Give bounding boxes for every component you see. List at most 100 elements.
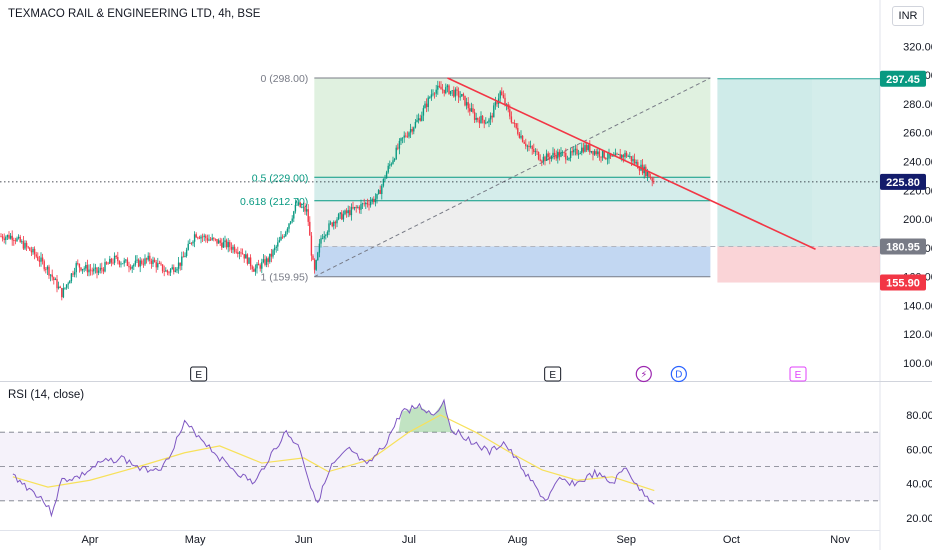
candle-body — [518, 133, 521, 138]
price-tag — [880, 274, 926, 291]
candle-body — [589, 145, 591, 153]
candle-body — [649, 176, 652, 179]
candle-body — [161, 264, 164, 272]
target-zone[interactable] — [717, 78, 813, 247]
candle-body — [249, 257, 252, 267]
candle-body — [398, 140, 401, 149]
chart-title: TEXMACO RAIL & ENGINEERING LTD, 4h, BSE — [8, 8, 261, 20]
candle-body — [117, 257, 119, 262]
candle-body — [648, 171, 650, 177]
candle-body — [109, 258, 111, 264]
candle-body — [344, 210, 346, 215]
candle-body — [145, 258, 148, 260]
candle-body — [261, 262, 263, 269]
candle-body — [128, 265, 130, 268]
candle-body — [549, 156, 551, 159]
candle-body — [363, 203, 365, 205]
candle-body — [611, 155, 613, 157]
candle-body — [509, 109, 511, 117]
candle-body — [326, 232, 329, 236]
candle-body — [312, 255, 314, 260]
candle-body — [358, 206, 361, 210]
candle-body — [646, 171, 649, 177]
candle-body — [526, 145, 529, 147]
candle-body — [552, 152, 554, 156]
candle-body — [323, 235, 325, 239]
candle-body — [81, 269, 84, 271]
candle-body — [433, 93, 436, 95]
candle-body — [97, 270, 100, 273]
candle-body — [307, 209, 309, 222]
candle-body — [9, 235, 12, 239]
fib-label-0: 0 (298.00) — [260, 73, 308, 85]
candle-body — [606, 158, 609, 160]
candle-body — [65, 284, 68, 288]
candle-body — [624, 152, 626, 158]
candle-body — [449, 90, 452, 94]
dividend-marker[interactable] — [670, 365, 687, 383]
candle-body — [454, 89, 457, 97]
candle-body — [131, 266, 133, 269]
candle-body — [25, 242, 28, 247]
candle-body — [209, 239, 212, 241]
earnings-marker[interactable] — [190, 366, 208, 382]
candle-body — [289, 221, 292, 224]
candle-body — [579, 152, 581, 154]
candle-body — [245, 254, 247, 259]
fib-zone-0.786-1 — [314, 246, 711, 277]
candle-body — [305, 209, 308, 212]
candle-body — [414, 121, 417, 128]
candle-body — [590, 150, 593, 153]
candle-body — [598, 151, 601, 157]
candle-body — [515, 123, 517, 128]
candle-body — [325, 235, 327, 236]
candle-body — [616, 153, 618, 155]
candle-body — [216, 239, 218, 244]
earnings-marker[interactable] — [544, 366, 562, 382]
earnings-marker[interactable] — [789, 366, 807, 382]
candle-body — [294, 204, 297, 212]
candle-body — [262, 259, 265, 263]
candle-body — [560, 152, 562, 157]
stop-zone[interactable] — [717, 246, 880, 283]
candle-body — [89, 269, 92, 271]
candle-body — [328, 223, 330, 233]
candle-body — [622, 154, 625, 158]
candle-body — [445, 87, 447, 94]
candle-body — [72, 273, 74, 275]
candle-body — [225, 240, 228, 248]
time-tick-label: Aug — [508, 534, 528, 546]
candle-body — [94, 267, 97, 269]
candle-body — [251, 266, 253, 270]
rsi-tick-label: 20.00 — [906, 513, 932, 525]
candle-body — [240, 252, 242, 254]
candle-body — [430, 94, 433, 98]
candle-body — [246, 254, 249, 264]
candle-body — [595, 151, 597, 155]
candle-body — [547, 153, 549, 157]
candle-body — [29, 247, 31, 251]
candle-body — [600, 156, 602, 158]
currency-button[interactable]: INR — [892, 6, 924, 26]
candle-body — [14, 240, 17, 242]
candle-body — [59, 286, 61, 288]
candle-body — [85, 264, 87, 269]
candle-body — [637, 162, 639, 169]
candle-body — [480, 115, 482, 124]
candle-body — [488, 119, 490, 123]
candle-body — [11, 235, 13, 241]
candle-body — [37, 256, 39, 261]
candle-body — [285, 231, 287, 237]
candle-body — [139, 260, 141, 267]
fib-label-1: 1 (159.95) — [260, 272, 308, 284]
candle-body — [331, 222, 333, 227]
candle-body — [304, 206, 306, 212]
descending-trendline[interactable] — [447, 77, 816, 250]
candle-body — [137, 259, 140, 267]
split-marker[interactable] — [635, 365, 652, 383]
candle-body — [206, 238, 209, 241]
price-tag — [880, 173, 926, 190]
fib-zone-0-0.5 — [314, 77, 711, 178]
candle-body — [32, 248, 34, 253]
